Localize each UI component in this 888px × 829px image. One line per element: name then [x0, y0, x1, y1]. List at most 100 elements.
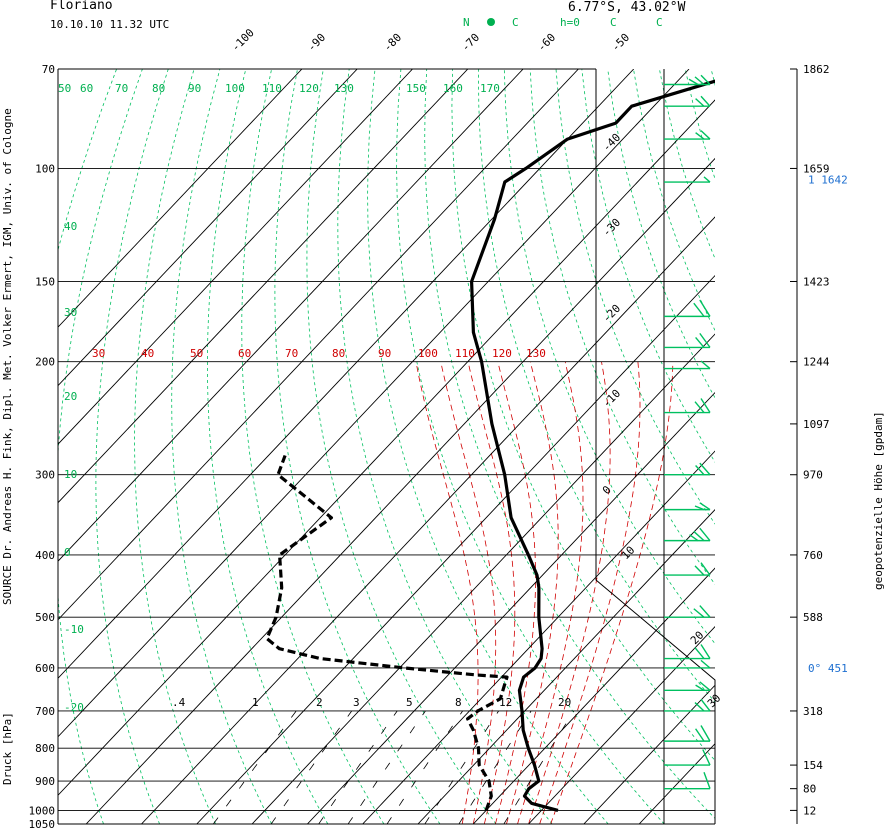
dry-adiabat-line	[581, 69, 715, 463]
dry-adiabat-label: 60	[80, 82, 93, 95]
isotherm-label: -80	[381, 31, 404, 54]
dry-adiabat-line	[710, 69, 715, 87]
wind-barb-icon	[694, 505, 705, 511]
wind-barb-icon	[695, 336, 705, 348]
wind-barb-icon	[694, 647, 705, 659]
cloud-n-label: N	[463, 16, 470, 29]
mixing-ratio-line	[318, 710, 398, 824]
dry-adiabat-line	[478, 69, 715, 703]
mixing-ratio-label: 20	[558, 696, 571, 709]
pressure-tick-label: 500	[35, 611, 55, 624]
wind-barb-icon	[700, 74, 711, 85]
isotherm-label: -100	[229, 26, 257, 54]
station-title: Floriano	[50, 0, 113, 13]
mixing-ratio-label: 3	[353, 696, 360, 709]
height-tick-label: 970	[803, 469, 823, 482]
isotherm-line	[251, 333, 715, 824]
wind-barb-icon	[693, 302, 705, 317]
wind-barb-icon	[693, 608, 705, 618]
pressure-tick-label: 300	[35, 469, 55, 482]
cloud-cm-label: C	[610, 16, 617, 29]
cloud-ch-label: C	[656, 16, 663, 29]
height-tick-label: 80	[803, 783, 816, 796]
moist-adiabat-label: 70	[285, 347, 298, 360]
isotherm-line	[58, 69, 579, 621]
dry-adiabat-label: 100	[225, 82, 245, 95]
mixing-ratio-line	[270, 710, 353, 824]
isotherm-line	[58, 69, 635, 679]
height-tick-label: 154	[803, 759, 823, 772]
dry-adiabat-line	[171, 69, 273, 824]
right-axis-title: geopotenzielle Höhe [gpdam]	[872, 411, 885, 590]
pressure-tick-label: 600	[35, 662, 55, 675]
isotherm-line	[85, 157, 715, 824]
isotherm-label: -60	[535, 31, 558, 54]
wind-barb-icon	[695, 465, 705, 476]
wind-barb-icon	[699, 605, 711, 618]
wind-barb-icon	[700, 698, 711, 712]
dry-adiabat-label: 90	[188, 82, 201, 95]
wind-barb-icon	[695, 132, 705, 140]
mixing-ratio-label: 2	[316, 696, 323, 709]
moist-adiabat-label: 110	[455, 347, 475, 360]
pressure-tick-label: 150	[35, 275, 55, 288]
cloud-legend: N C h=0 C C	[463, 16, 663, 29]
freezing-level-marker: 0° 451	[808, 662, 848, 675]
mixing-ratio-label: 12	[499, 696, 512, 709]
datetime-subtitle: 10.10.10 11.32 UTC	[50, 18, 169, 31]
dry-adiabat-label: 40	[64, 220, 77, 233]
height-tick-label: 1244	[803, 356, 830, 369]
moist-adiabat-line	[495, 361, 536, 824]
cloud-cl-label: C	[512, 16, 519, 29]
moist-adiabat-line	[528, 361, 611, 824]
dry-adiabat-line	[206, 69, 329, 824]
dry-adiabat-label: -20	[64, 701, 84, 714]
isotherm-label: -50	[609, 31, 632, 54]
moist-adiabat-label: 30	[92, 347, 105, 360]
wind-barb-icon	[700, 659, 711, 669]
wind-barb-icon	[699, 299, 711, 317]
isotherm-line	[528, 626, 715, 824]
wind-barb-icon	[700, 398, 711, 413]
dry-adiabat-line	[274, 69, 441, 824]
height-tick-label: 318	[803, 705, 823, 718]
isotherm-line	[417, 509, 715, 824]
mixing-ratio-line	[347, 710, 426, 824]
dry-adiabat-label: 130	[334, 82, 354, 95]
moist-adiabat-line	[506, 361, 559, 824]
dry-adiabat-line	[58, 69, 143, 824]
wind-barb-icon	[702, 749, 711, 766]
moist-adiabat-label: 90	[378, 347, 391, 360]
moist-adiabat-label: 130	[526, 347, 546, 360]
dry-adiabat-line	[95, 69, 169, 824]
wind-barb-icon	[700, 360, 711, 370]
wind-barb-icon	[694, 401, 705, 413]
mixing-ratio-line	[503, 710, 575, 824]
wind-barb-icon	[694, 565, 705, 576]
moist-adiabat-line	[467, 361, 516, 824]
wind-barb-icon	[695, 728, 705, 742]
moist-adiabat-line	[539, 361, 641, 824]
isotherm-label: 20	[688, 629, 707, 648]
height-tick-label: 1097	[803, 418, 830, 431]
wind-barb-icon	[703, 176, 711, 183]
height-tick-label: 588	[803, 611, 823, 624]
moist-adiabat-line	[517, 361, 584, 824]
wind-barb-icon	[700, 130, 711, 140]
dry-adiabat-label: 20	[64, 390, 77, 403]
mixing-ratio-line	[212, 710, 297, 824]
dry-adiabat-line	[555, 69, 715, 525]
dry-adiabat-label: 120	[299, 82, 319, 95]
wind-barb-icon	[700, 725, 711, 742]
dewpoint-profile-line	[265, 454, 509, 811]
moist-adiabat-label: 60	[238, 347, 251, 360]
cloud-h-label: h=0	[560, 16, 580, 29]
pressure-tick-label: 800	[35, 742, 55, 755]
mixing-ratio-label: 5	[406, 696, 413, 709]
dry-adiabat-line	[306, 69, 497, 824]
wind-barb-icon	[688, 78, 699, 86]
isotherm-label: -90	[305, 31, 328, 54]
isotherm-label: -40	[600, 131, 623, 154]
moist-adiabat-label: 120	[492, 347, 512, 360]
